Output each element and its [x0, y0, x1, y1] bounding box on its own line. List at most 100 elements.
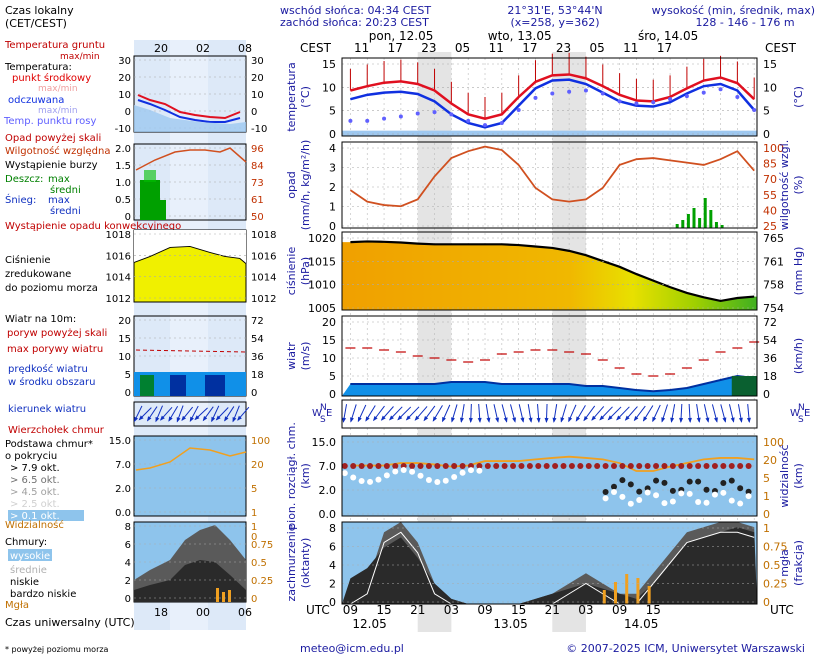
pressure-left-unit: (hPa)	[299, 257, 312, 285]
wind-arrow-head	[670, 417, 675, 423]
legend-arrow-head	[202, 416, 208, 422]
legend-arrow-head	[215, 415, 221, 421]
hour-label-top: 17	[657, 41, 672, 55]
legend-visibility: Widzialność	[5, 519, 64, 531]
legend-tick-left: 1014	[106, 273, 131, 284]
legend-wind-arrow	[181, 406, 194, 421]
cloud-base-dot	[644, 489, 651, 496]
legend-rain-bar	[140, 180, 160, 220]
legend-tick-right: 1016	[251, 251, 276, 262]
cloud-base-dot	[451, 474, 458, 481]
legend-wind-arrow	[194, 407, 208, 421]
wind-arrow-head	[687, 417, 692, 423]
wind-arrow-head	[722, 417, 727, 423]
cb-top-dot	[644, 463, 651, 469]
dew-point-dot	[516, 108, 521, 112]
temp-right-label: (°C)	[792, 86, 805, 108]
cloud-base-dot	[661, 500, 668, 507]
dew-point-dot	[634, 101, 639, 106]
wind-arrow-head	[357, 416, 362, 423]
hour-label-top: 17	[388, 41, 403, 55]
hour-label-bottom: 15	[511, 603, 526, 617]
wind-arrow-head	[607, 415, 613, 421]
legend-wind-dark	[205, 375, 225, 396]
pressure-left-tick: 1005	[308, 302, 336, 315]
cloud-base-dot	[737, 485, 744, 492]
legend-tick-left: 2.0	[115, 144, 131, 155]
wind-arrow-head	[705, 417, 710, 423]
wind-right-label: (km/h)	[792, 338, 805, 374]
cloud-base-dot	[728, 497, 735, 504]
wind-strong-fill	[731, 376, 757, 396]
dew-point-dot	[415, 111, 420, 116]
legend-tick-right: 1	[251, 522, 257, 533]
cloud-base-dot	[661, 479, 668, 486]
dew-point-dot	[348, 118, 353, 123]
legend-pressure-mask	[134, 230, 246, 263]
footer-email[interactable]: meteo@icm.edu.pl	[300, 642, 404, 655]
wind-arrow-head	[714, 417, 718, 423]
wind-arrow	[591, 406, 605, 421]
legend-arrow-head	[159, 415, 165, 421]
dew-point-dot	[701, 90, 706, 95]
hour-label-bottom: 09	[343, 603, 358, 617]
pressure-right-tick: 761	[763, 255, 784, 268]
legend-tick-right: 36	[251, 352, 264, 363]
legend-tick-right: 0	[251, 594, 257, 605]
dew-point-dot	[600, 91, 605, 96]
cest-label-left: CEST	[300, 41, 332, 55]
temp-series-line	[350, 73, 756, 120]
day-label-top: śro, 14.05	[638, 29, 698, 43]
legend-tick-left: 1018	[106, 230, 131, 241]
wind-arrow	[477, 403, 482, 423]
wind-arrow-head	[459, 417, 464, 423]
wind-arrow	[389, 406, 403, 421]
cb-top-dot	[560, 463, 567, 469]
wind-arrow	[607, 406, 622, 421]
wind-arrow	[510, 404, 517, 423]
legend-temp-line	[137, 94, 241, 120]
day-label-top: wto, 13.05	[488, 29, 552, 43]
dew-point-dot	[752, 108, 757, 112]
cb-top-dot	[610, 463, 617, 469]
temp-left-tick: 15	[322, 58, 336, 71]
cb-top-dot	[467, 463, 474, 469]
legend-wind-speed-1: prędkość wiatru	[8, 363, 88, 375]
cloud-base-dot	[619, 477, 626, 484]
legend-storm: Wystąpienie burzy	[5, 160, 98, 171]
legend-wind-dark	[170, 375, 186, 396]
wind-arrow	[485, 404, 491, 423]
dew-point-dot	[668, 97, 673, 102]
wind-arrow-head	[397, 415, 403, 421]
cb-top-dot	[568, 463, 575, 469]
cloud-base-dot	[686, 478, 693, 485]
wind-arrow	[451, 404, 458, 423]
cloud-base-dot	[442, 477, 449, 484]
sunset-text: zachód słońca: 20:23 CEST	[280, 16, 429, 29]
legend-wind-arrow	[159, 406, 173, 421]
wind-arrow-head	[624, 415, 630, 421]
wind-fill	[342, 376, 757, 396]
legend-arrow-head	[211, 416, 216, 423]
cb-top-dot	[434, 463, 441, 469]
wind-arrow	[652, 404, 661, 423]
low-cloud-area	[342, 527, 757, 604]
cloud-base-dot	[745, 493, 752, 500]
wind-arrow-head	[560, 417, 565, 423]
legend-arrow-head	[224, 416, 229, 422]
legend-hour: 08	[238, 42, 252, 55]
wind-arrow	[350, 404, 357, 423]
cloud-base-dot	[367, 478, 374, 485]
wind-arrow	[459, 404, 465, 423]
cloud-base-dot	[703, 499, 710, 506]
cb-top-dot	[425, 463, 432, 469]
legend-tick-left: 0	[125, 388, 131, 399]
precip-right-label: wilgotność wzgl.	[778, 140, 791, 230]
cb-top-dot	[703, 463, 710, 469]
soil-band	[342, 130, 757, 136]
wind-arrow-head	[423, 416, 429, 422]
wind-left-tick: 0	[329, 388, 336, 401]
cloud-right-tick: 5	[763, 472, 770, 485]
elevation-title: wysokość (min, średnik, max)	[652, 4, 815, 17]
wind-arrow	[544, 403, 549, 423]
